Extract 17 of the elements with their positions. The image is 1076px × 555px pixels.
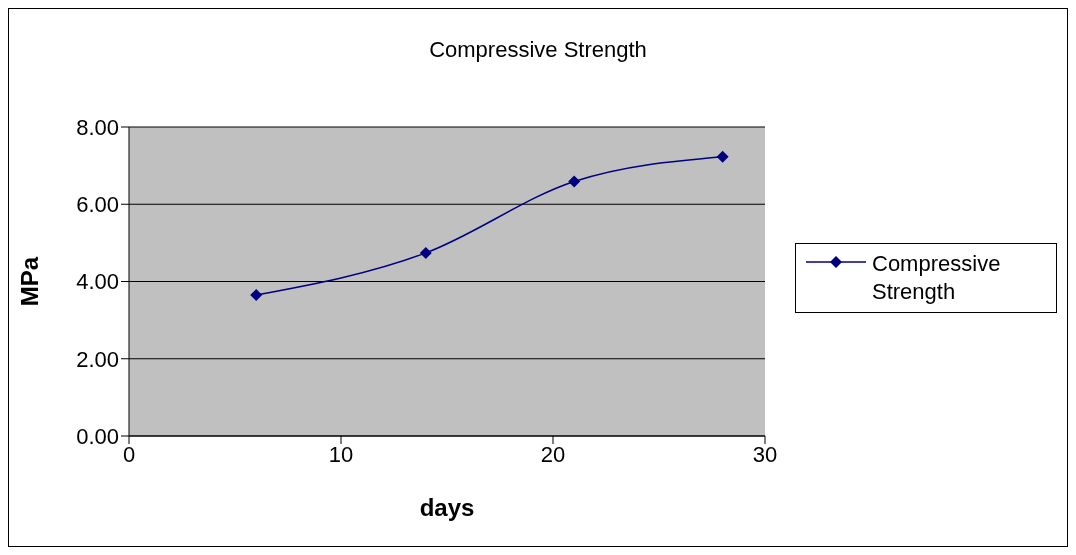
- y-tick-label: 4.00: [76, 269, 119, 295]
- x-axis-title: days: [419, 494, 475, 521]
- chart-title: Compressive Strength: [428, 37, 648, 63]
- x-tick-label: 0: [122, 441, 136, 467]
- x-tick-label: 20: [540, 441, 566, 467]
- y-axis-title: MPa: [15, 256, 43, 307]
- legend-label: Compressive Strength: [872, 249, 1002, 306]
- point: [716, 150, 729, 163]
- point: [250, 289, 263, 302]
- y-tick-label: 2.00: [76, 346, 119, 372]
- point: [419, 246, 432, 259]
- y-tick-label: 8.00: [76, 114, 119, 140]
- x-tick-label: 10: [328, 441, 354, 467]
- y-tick-label: 6.00: [76, 192, 119, 218]
- x-tick-label: 30: [752, 441, 778, 467]
- y-tick-label: 0.00: [76, 423, 119, 449]
- point: [568, 175, 581, 188]
